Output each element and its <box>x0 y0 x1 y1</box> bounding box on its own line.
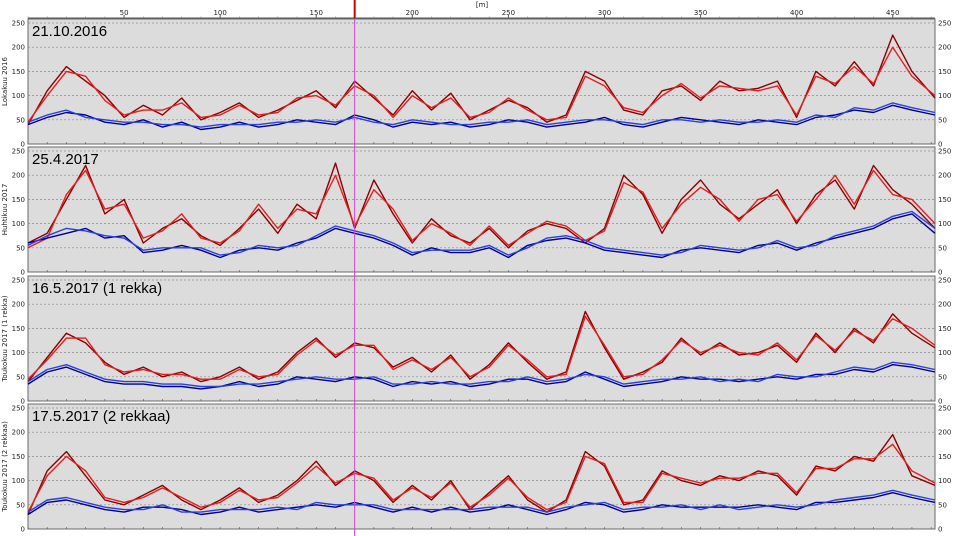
y-tick-label: 250 <box>12 20 25 28</box>
y-tick-label: 50 <box>16 373 25 381</box>
series-line-blue-dark <box>27 492 936 516</box>
series-line-red <box>27 169 936 249</box>
x-tick-label: 150 <box>310 9 323 17</box>
panel-date-title: 17.5.2017 (2 rekkaa) <box>32 408 170 425</box>
x-tick-label: 450 <box>886 9 899 17</box>
y-tick-label-right: 100 <box>938 477 951 485</box>
series-line-blue <box>27 361 936 388</box>
series-line-blue <box>27 210 936 256</box>
y-tick-label: 150 <box>12 325 25 333</box>
y-axis-label: Toukokuu 2017 (1 rekka) <box>1 295 9 383</box>
x-tick-label: 300 <box>598 9 611 17</box>
y-tick-label-right: 200 <box>938 429 951 437</box>
y-tick-label: 250 <box>12 277 25 285</box>
panel-date-title: 16.5.2017 (1 rekka) <box>32 280 162 297</box>
y-tick-label: 0 <box>21 141 25 149</box>
y-tick-label-right: 100 <box>938 220 951 228</box>
series-line-red <box>27 315 936 380</box>
y-tick-label: 0 <box>21 398 25 406</box>
y-tick-label: 0 <box>21 526 25 534</box>
y-tick-label-right: 150 <box>938 453 951 461</box>
series-line-blue-dark <box>27 104 936 131</box>
y-tick-label-right: 50 <box>938 373 947 381</box>
y-tick-label-right: 0 <box>938 141 942 149</box>
y-tick-label-right: 0 <box>938 269 942 277</box>
series-line-blue <box>27 489 936 513</box>
y-tick-label: 150 <box>12 68 25 76</box>
y-tick-label-right: 200 <box>938 301 951 309</box>
y-tick-label-right: 250 <box>938 20 951 28</box>
x-tick-label: 50 <box>120 9 129 17</box>
panel-plot-area <box>27 275 936 402</box>
y-tick-label-right: 50 <box>938 116 947 124</box>
y-tick-label-right: 250 <box>938 405 951 413</box>
y-tick-label-right: 0 <box>938 526 942 534</box>
y-tick-label-right: 100 <box>938 92 951 100</box>
y-axis-label: Huhtikuu 2017 <box>1 184 9 236</box>
y-tick-label-right: 0 <box>938 398 942 406</box>
series-line-red <box>27 443 936 513</box>
y-axis-label: Lokakuu 2016 <box>1 56 9 106</box>
y-tick-label: 100 <box>12 349 25 357</box>
y-tick-label-right: 250 <box>938 277 951 285</box>
y-tick-label-right: 250 <box>938 148 951 156</box>
series-line-blue-dark <box>27 213 936 259</box>
series-line-blue-dark <box>27 364 936 390</box>
y-tick-label-right: 150 <box>938 325 951 333</box>
x-axis-top: 50 100 150 200 250 300 350 400 450 <box>27 9 935 19</box>
x-tick-label: 200 <box>406 9 419 17</box>
panel-date-title: 21.10.2016 <box>32 23 107 40</box>
y-tick-label: 100 <box>12 92 25 100</box>
y-tick-label: 50 <box>16 244 25 252</box>
y-tick-label-right: 50 <box>938 501 947 509</box>
y-tick-label: 200 <box>12 44 25 52</box>
panel-plot-area <box>27 146 936 273</box>
y-tick-label-right: 200 <box>938 44 951 52</box>
y-tick-label: 250 <box>12 148 25 156</box>
y-tick-label: 100 <box>12 220 25 228</box>
y-tick-label-right: 100 <box>938 349 951 357</box>
y-tick-label: 100 <box>12 477 25 485</box>
x-tick-label: 350 <box>694 9 707 17</box>
x-tick-label: 250 <box>502 9 515 17</box>
x-tick-label: 400 <box>790 9 803 17</box>
y-tick-label: 50 <box>16 116 25 124</box>
y-tick-label: 150 <box>12 453 25 461</box>
y-tick-label: 0 <box>21 269 25 277</box>
panels: 0 0 50 50 100 100 150 150 200 200 250 250 Lokakuu 20… <box>1 18 951 534</box>
x-unit-label: [m] <box>476 1 489 9</box>
panel: 0 0 50 50 100 100 150 150 200 200 250 250 Toukokuu 2… <box>1 275 951 406</box>
x-tick-label: 100 <box>213 9 226 17</box>
y-tick-label: 200 <box>12 429 25 437</box>
series-line-red <box>27 46 936 123</box>
panel: 0 0 50 50 100 100 150 150 200 200 250 250 Huhtikuu 2… <box>1 146 951 277</box>
y-tick-label-right: 200 <box>938 172 951 180</box>
series-line-blue <box>27 102 936 128</box>
panel: 0 0 50 50 100 100 150 150 200 200 250 250 Lokakuu 20… <box>1 18 951 149</box>
y-axis-label: Toukokuu 2017 (2 rekkaa) <box>1 421 9 513</box>
y-tick-label-right: 150 <box>938 196 951 204</box>
panel-date-title: 25.4.2017 <box>32 151 99 168</box>
y-tick-label-right: 150 <box>938 68 951 76</box>
y-tick-label: 250 <box>12 405 25 413</box>
y-tick-label: 150 <box>12 196 25 204</box>
y-tick-label-right: 50 <box>938 244 947 252</box>
y-tick-label: 50 <box>16 501 25 509</box>
y-tick-label: 200 <box>12 172 25 180</box>
y-tick-label: 200 <box>12 301 25 309</box>
